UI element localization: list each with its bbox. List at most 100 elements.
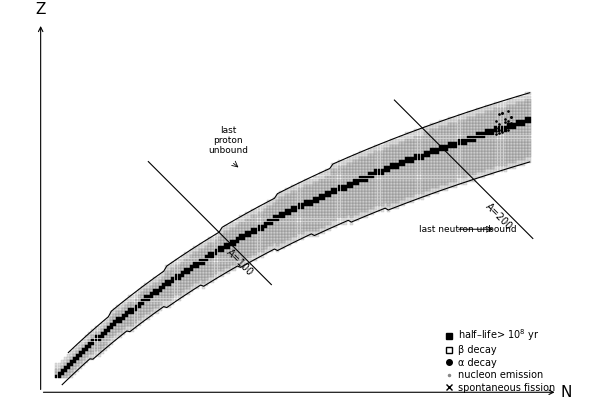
- Bar: [137, 293, 140, 295]
- Bar: [445, 139, 448, 141]
- Bar: [230, 243, 233, 246]
- Bar: [350, 222, 353, 224]
- Bar: [131, 326, 134, 329]
- Bar: [264, 249, 267, 252]
- Bar: [399, 160, 402, 163]
- Bar: [328, 228, 331, 231]
- Bar: [368, 203, 371, 206]
- Bar: [485, 172, 488, 175]
- Bar: [162, 277, 165, 280]
- Bar: [153, 280, 156, 283]
- Bar: [510, 111, 513, 114]
- Bar: [458, 139, 461, 141]
- Bar: [461, 145, 464, 147]
- Bar: [85, 354, 88, 357]
- Bar: [147, 305, 150, 307]
- Bar: [393, 191, 396, 194]
- Bar: [279, 237, 282, 240]
- Bar: [187, 274, 190, 277]
- Bar: [116, 323, 119, 326]
- Bar: [359, 194, 362, 197]
- Bar: [464, 169, 466, 172]
- Bar: [405, 172, 408, 175]
- Bar: [482, 154, 485, 157]
- Bar: [488, 108, 491, 111]
- Bar: [79, 363, 82, 366]
- Bar: [131, 301, 134, 305]
- Bar: [491, 172, 494, 175]
- Bar: [218, 262, 221, 264]
- Bar: [381, 206, 384, 209]
- Bar: [455, 172, 458, 175]
- Bar: [116, 320, 119, 323]
- Bar: [316, 185, 319, 188]
- Bar: [292, 216, 295, 218]
- Bar: [110, 311, 113, 314]
- Bar: [473, 154, 476, 157]
- Bar: [129, 299, 131, 301]
- Bar: [221, 256, 224, 258]
- Bar: [347, 194, 350, 197]
- Bar: [378, 206, 380, 209]
- Bar: [494, 139, 497, 141]
- Bar: [452, 166, 455, 169]
- Bar: [470, 151, 473, 154]
- Bar: [331, 200, 334, 203]
- Bar: [452, 163, 455, 166]
- Bar: [448, 179, 451, 181]
- Bar: [162, 280, 165, 283]
- Bar: [347, 176, 350, 179]
- Bar: [436, 169, 439, 172]
- Bar: [85, 339, 88, 341]
- Bar: [233, 262, 236, 264]
- Bar: [507, 139, 510, 141]
- Bar: [415, 179, 417, 181]
- Bar: [252, 237, 254, 240]
- Bar: [270, 209, 273, 212]
- Bar: [153, 277, 156, 280]
- Bar: [255, 222, 258, 224]
- Bar: [488, 117, 491, 120]
- Bar: [415, 194, 417, 197]
- Bar: [390, 203, 393, 206]
- Bar: [150, 283, 153, 286]
- Bar: [384, 191, 387, 194]
- Bar: [230, 231, 233, 234]
- Bar: [70, 351, 73, 354]
- Bar: [310, 225, 313, 228]
- Bar: [258, 234, 261, 237]
- Bar: [295, 197, 298, 200]
- Bar: [519, 133, 522, 135]
- Bar: [374, 166, 377, 169]
- Bar: [344, 203, 347, 206]
- Bar: [408, 145, 411, 147]
- Bar: [267, 218, 270, 222]
- Bar: [424, 133, 427, 135]
- Text: Z: Z: [36, 2, 46, 17]
- Bar: [424, 129, 427, 132]
- Bar: [282, 228, 285, 231]
- Bar: [144, 295, 147, 298]
- Bar: [500, 169, 503, 172]
- Bar: [230, 249, 233, 252]
- Bar: [199, 252, 202, 256]
- Bar: [359, 151, 362, 154]
- Bar: [415, 197, 417, 200]
- Bar: [331, 188, 334, 191]
- Bar: [279, 246, 282, 249]
- Bar: [374, 191, 377, 194]
- Bar: [79, 360, 82, 363]
- Bar: [104, 326, 107, 329]
- Bar: [448, 142, 451, 145]
- Bar: [236, 259, 239, 262]
- Bar: [282, 237, 285, 240]
- Bar: [255, 252, 258, 256]
- Bar: [424, 191, 427, 194]
- Bar: [378, 154, 380, 157]
- Bar: [405, 182, 408, 185]
- Bar: [442, 172, 445, 175]
- Bar: [307, 182, 310, 185]
- Bar: [227, 225, 230, 228]
- Bar: [485, 108, 488, 111]
- Bar: [325, 222, 328, 224]
